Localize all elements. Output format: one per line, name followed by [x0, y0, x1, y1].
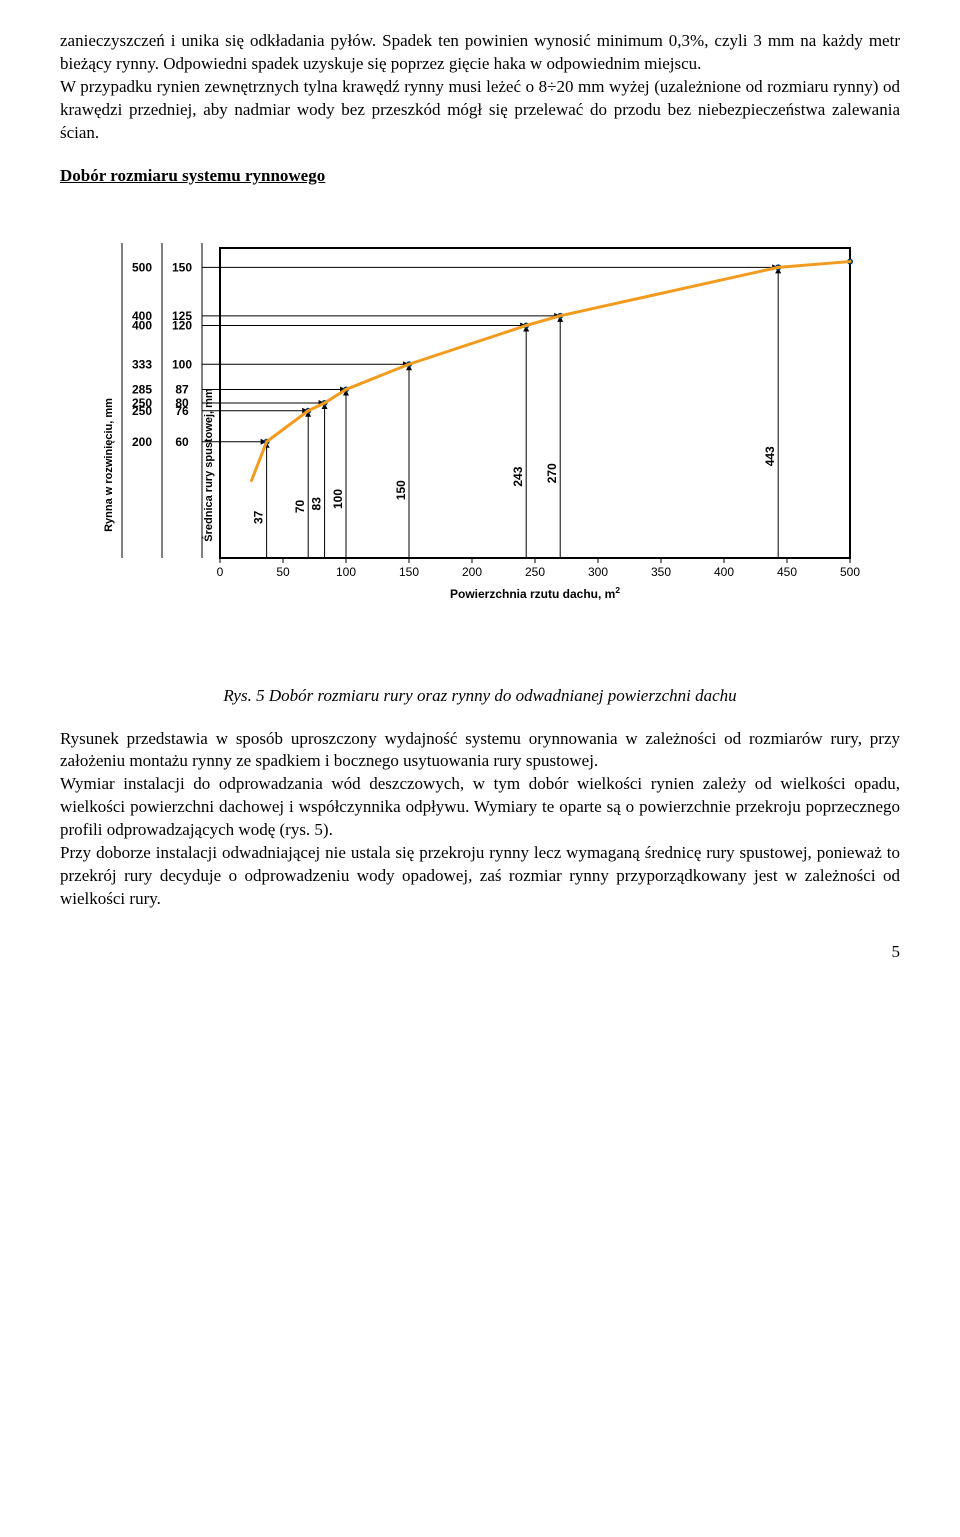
svg-text:300: 300 — [588, 565, 608, 579]
svg-text:100: 100 — [331, 488, 345, 508]
figure-caption: Rys. 5 Dobór rozmiaru rury oraz rynny do… — [60, 685, 900, 708]
paragraph-4: Wymiar instalacji do odprowadzania wód d… — [60, 773, 900, 842]
svg-text:37: 37 — [252, 510, 266, 524]
svg-text:400: 400 — [132, 318, 152, 332]
svg-text:243: 243 — [511, 466, 525, 486]
svg-text:Rynna w rozwinięciu, mm: Rynna w rozwinięciu, mm — [103, 397, 115, 531]
svg-text:285: 285 — [132, 382, 152, 396]
svg-text:400: 400 — [714, 565, 734, 579]
paragraph-1: zanieczyszczeń i unika się odkładania py… — [60, 30, 900, 76]
svg-text:150: 150 — [394, 479, 408, 499]
svg-text:500: 500 — [840, 565, 860, 579]
svg-text:76: 76 — [175, 403, 189, 417]
svg-text:270: 270 — [545, 463, 559, 483]
svg-text:250: 250 — [132, 403, 152, 417]
svg-text:87: 87 — [175, 382, 189, 396]
svg-text:350: 350 — [651, 565, 671, 579]
svg-text:150: 150 — [172, 260, 192, 274]
svg-text:250: 250 — [525, 565, 545, 579]
svg-text:100: 100 — [336, 565, 356, 579]
svg-text:83: 83 — [310, 496, 324, 510]
svg-text:443: 443 — [763, 446, 777, 466]
chart-figure: 5001504001254001203331002858725080250762… — [100, 218, 900, 655]
paragraph-3: Rysunek przedstawia w sposób uproszczony… — [60, 728, 900, 774]
svg-text:150: 150 — [399, 565, 419, 579]
svg-text:120: 120 — [172, 318, 192, 332]
svg-text:60: 60 — [175, 434, 189, 448]
svg-text:200: 200 — [462, 565, 482, 579]
svg-text:70: 70 — [293, 499, 307, 513]
section-heading: Dobór rozmiaru systemu rynnowego — [60, 165, 900, 188]
svg-text:50: 50 — [276, 565, 290, 579]
svg-text:200: 200 — [132, 434, 152, 448]
svg-text:333: 333 — [132, 357, 152, 371]
page-number: 5 — [60, 941, 900, 964]
svg-text:Średnica rury spustowej, mm: Średnica rury spustowej, mm — [202, 388, 215, 542]
sizing-curve-chart: 5001504001254001203331002858725080250762… — [100, 218, 870, 648]
svg-text:0: 0 — [217, 565, 224, 579]
svg-text:100: 100 — [172, 357, 192, 371]
svg-text:Powierzchnia rzutu dachu, m2: Powierzchnia rzutu dachu, m2 — [450, 585, 620, 601]
paragraph-2: W przypadku rynien zewnętrznych tylna kr… — [60, 76, 900, 145]
svg-text:450: 450 — [777, 565, 797, 579]
paragraph-5: Przy doborze instalacji odwadniającej ni… — [60, 842, 900, 911]
svg-text:500: 500 — [132, 260, 152, 274]
